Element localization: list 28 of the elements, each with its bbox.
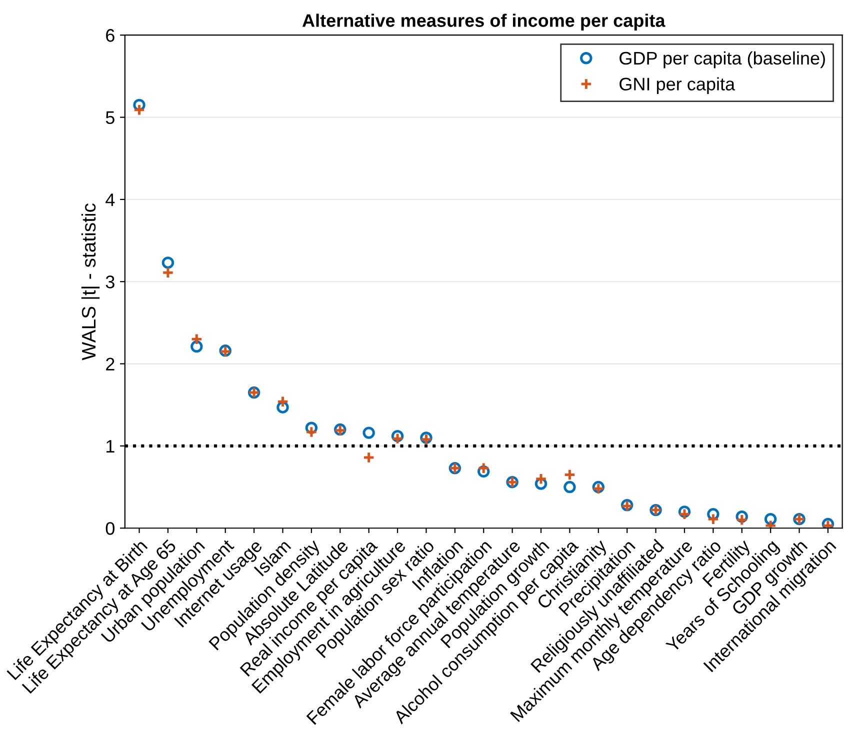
point (534, 472, 548, 485)
point (362, 426, 375, 439)
point (391, 432, 404, 445)
legend-label: GDP per capita (baseline) (620, 51, 825, 68)
point (707, 512, 720, 526)
y-tick-label: 2 (106, 358, 114, 370)
legend-label: GNI per capita (620, 77, 736, 94)
point (678, 508, 691, 520)
y-tick-label: 3 (106, 276, 114, 288)
point (133, 104, 146, 116)
point (162, 266, 174, 279)
y-tick-label: 0 (106, 522, 114, 535)
point (190, 333, 203, 346)
point (736, 514, 748, 526)
point (478, 462, 490, 474)
point (190, 340, 203, 353)
point (276, 395, 289, 408)
y-tick-label: 5 (106, 111, 114, 124)
point (162, 256, 174, 269)
point (305, 426, 318, 438)
point (564, 480, 576, 494)
chart-title: Alternative measures of income per capita (302, 14, 666, 31)
y-tick-label: 4 (106, 194, 115, 206)
point (362, 451, 375, 464)
y-tick-label: 1 (106, 440, 114, 452)
y-axis-title: WALS |t| - statistic (81, 203, 100, 360)
y-tick-label: 6 (106, 29, 114, 42)
point (564, 468, 576, 481)
